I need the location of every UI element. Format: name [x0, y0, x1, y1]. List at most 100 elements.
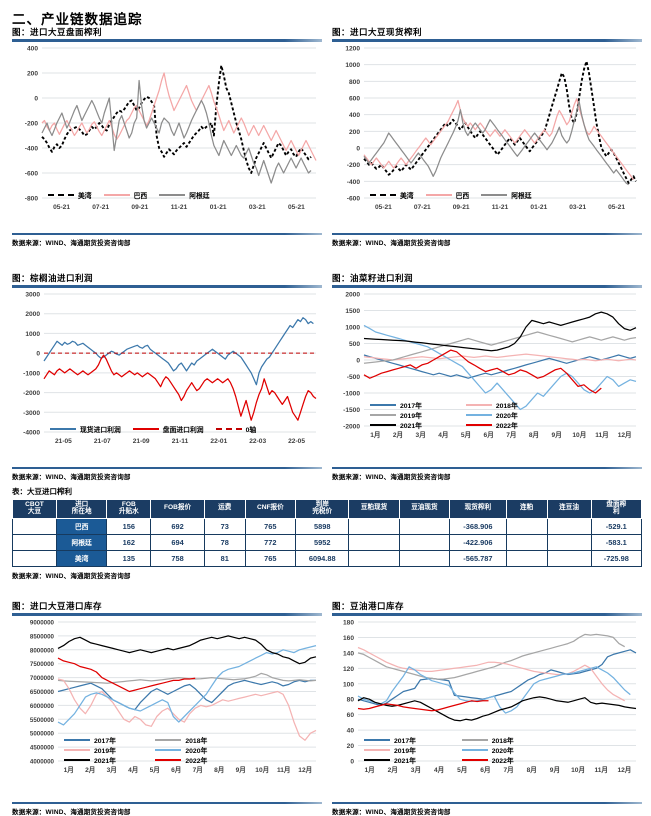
- table-cell: [348, 517, 400, 535]
- x-axis-tick: 4月: [434, 766, 444, 774]
- legend-item: 2019年: [64, 745, 143, 755]
- table-col-header: 进口 所在地: [56, 499, 108, 519]
- legend-swatch: [64, 739, 90, 741]
- y-axis-tick: -1000: [343, 391, 360, 398]
- y-axis-tick: 0: [350, 759, 354, 766]
- table-col-header: 盘面榨利: [590, 499, 643, 519]
- legend-swatch: [64, 749, 90, 751]
- y-axis-tick: 4000000: [30, 759, 55, 766]
- y-axis-tick: -800: [25, 196, 39, 203]
- crush-margin-table-block: 表：大豆进口榨利 CBOT 大豆 进口 所在地 FOB 升贴水 FOB报价 运费 CNF报价 到岸…: [11, 486, 643, 580]
- table-cell: [11, 549, 58, 567]
- series-line: [363, 60, 637, 184]
- series-line: [57, 679, 316, 711]
- series-line: [363, 311, 637, 352]
- chart-legend: 2017年 2018年 2019年 2020年 2021年 2022年: [370, 400, 632, 430]
- figure-3-title: 图：棕榈油进口利润: [12, 273, 94, 283]
- legend-label: 2020年: [491, 748, 514, 755]
- legend-swatch: [481, 194, 508, 196]
- figure-5-chart: 9000000 8500000 8000000 7500000 7000000 65000…: [12, 616, 322, 801]
- legend-label: 现货进口利润: [80, 427, 121, 434]
- legend-swatch: [155, 749, 182, 751]
- table-col-header: FOB报价: [150, 499, 205, 519]
- x-axis-tick: 5月: [150, 766, 160, 774]
- figure-4-title: 图：油菜籽进口利润: [332, 273, 414, 283]
- title-rule: [332, 39, 642, 42]
- x-axis-tick: 21-05: [55, 438, 72, 445]
- table-cell: 162: [106, 533, 152, 551]
- legend-item: 2018年: [461, 735, 548, 745]
- x-axis-tick: 22-01: [210, 438, 227, 445]
- chart-rule: [332, 467, 642, 469]
- table-cell: 765: [244, 517, 296, 535]
- x-axis-tick: 07-21: [414, 204, 431, 211]
- legend-swatch: [64, 759, 90, 761]
- table-col-header: 豆粕现货: [348, 499, 400, 519]
- c-f1-svg: 400 200 0 -200 -400 -600 -800 05-21 07-21 09-21 11…: [25, 46, 317, 211]
- table-cell: 156: [106, 517, 152, 535]
- x-axis-tick: 6月: [480, 766, 490, 774]
- legend-swatch: [370, 404, 396, 406]
- y-axis-tick: -400: [25, 146, 39, 153]
- x-axis-tick: 03-21: [249, 204, 266, 211]
- x-axis-tick: 1月: [64, 766, 74, 774]
- legend-label: 2021年: [400, 423, 422, 430]
- legend-swatch: [465, 414, 492, 416]
- y-axis-tick: 80: [347, 697, 355, 704]
- y-axis-tick: 800: [349, 79, 360, 86]
- y-axis-tick: 60: [347, 712, 355, 719]
- table-cell: 5952: [294, 533, 350, 551]
- legend-item: 2019年: [370, 410, 454, 420]
- table-col-header: CNF报价: [244, 499, 296, 519]
- legend-swatch: [364, 759, 390, 761]
- legend-item: 美湾: [370, 190, 414, 200]
- table-col-header: 到岸 完税价: [294, 499, 350, 519]
- legend-label: 巴西: [455, 193, 470, 200]
- series-line: [363, 100, 629, 186]
- legend-item: 2022年: [465, 420, 550, 430]
- figure-1-chart: 400 200 0 -200 -400 -600 -800 05-21 07-21 09-21 11…: [12, 42, 322, 232]
- legend-label: 2017年: [94, 738, 116, 745]
- legend-swatch: [155, 759, 182, 761]
- table-cell: [505, 549, 548, 567]
- series-line: [57, 635, 317, 665]
- table-col-header: CBOT 大豆: [11, 499, 58, 519]
- y-axis-tick: 0: [34, 96, 38, 103]
- series-line: [357, 700, 489, 712]
- y-axis-tick: 0: [36, 351, 40, 358]
- x-axis-tick: 05-21: [375, 204, 392, 211]
- legend-item: 2021年: [364, 755, 450, 765]
- legend-swatch: [103, 194, 130, 196]
- y-axis-tick: 8500000: [30, 633, 55, 640]
- x-axis-tick: 1月: [370, 431, 380, 439]
- legend-label: 2019年: [400, 413, 422, 420]
- series-line: [357, 666, 631, 714]
- legend-item: 阿根廷: [481, 190, 532, 200]
- table-cell: [505, 533, 548, 551]
- x-axis-tick: 2月: [388, 766, 398, 774]
- figure-4-source: 数据来源：WIND、海通期货投资咨询部: [332, 474, 451, 481]
- table-cell-origin: 阿根廷: [56, 533, 108, 551]
- title-rule: [12, 613, 322, 616]
- y-axis-tick: 180: [343, 620, 354, 627]
- x-axis-tick: 01-21: [530, 204, 547, 211]
- table-cell: [348, 533, 400, 551]
- table-cell: [11, 533, 58, 551]
- c-f3-svg: 3000 2000 1000 0 -1000 -2000 -3000 -4000 21-05 21…: [23, 292, 317, 445]
- figure-6-source: 数据来源：WIND、海通期货投资咨询部: [332, 809, 451, 816]
- x-axis-tick: 12月: [618, 431, 632, 439]
- table-cell: [398, 517, 451, 535]
- legend-label: 2018年: [495, 403, 518, 410]
- x-axis-tick: 22-05: [288, 438, 305, 445]
- series-line: [57, 672, 317, 684]
- legend-swatch: [465, 404, 492, 406]
- x-axis-tick: 4月: [438, 431, 448, 439]
- legend-label: 2021年: [394, 758, 416, 765]
- y-axis-tick: -2000: [343, 424, 360, 431]
- legend-item: 2020年: [465, 410, 550, 420]
- figure-2-source: 数据来源：WIND、海通期货投资咨询部: [332, 240, 451, 247]
- legend-label: 盘面进口利润: [162, 427, 204, 434]
- y-axis-tick: 20: [347, 743, 355, 750]
- legend-item: 2017年: [64, 735, 143, 745]
- legend-label: 2022年: [491, 758, 514, 765]
